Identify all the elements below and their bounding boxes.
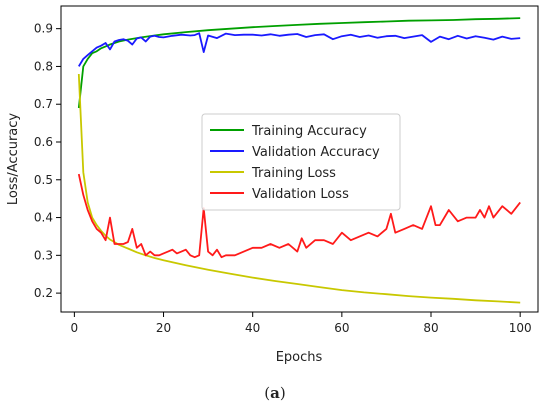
y-tick-label: 0.3: [34, 248, 53, 262]
x-axis-label: Epochs: [276, 350, 323, 365]
plot-frame: [60, 5, 539, 313]
caption-close: ): [279, 384, 286, 402]
x-tick-label: 20: [156, 321, 171, 335]
legend: Training Accuracy Validation Accuracy Trai…: [201, 113, 401, 211]
x-tick-label: 100: [509, 321, 532, 335]
legend-box: [201, 113, 401, 211]
series-line-training-loss: [77, 73, 521, 304]
y-axis-label: Loss/Accuracy: [6, 113, 21, 206]
y-tick-label: 0.4: [34, 211, 53, 225]
x-axis: 0 20 40 60 80 100: [71, 312, 532, 335]
y-axis: 0.2 0.3 0.4 0.5 0.6 0.7 0.8 0.9: [34, 22, 61, 300]
line-chart: 0.2 0.3 0.4 0.5 0.6 0.7 0.8 0.9 0 20 40 60 80 100 Ep…: [6, 5, 539, 365]
figure-caption: (a): [0, 384, 550, 402]
x-tick-label: 40: [245, 321, 260, 335]
caption-letter: a: [270, 384, 280, 402]
y-tick-label: 0.9: [34, 22, 53, 36]
legend-label: Validation Accuracy: [252, 145, 380, 160]
legend-label: Training Accuracy: [251, 124, 367, 139]
y-tick-label: 0.8: [34, 59, 53, 73]
legend-label: Training Loss: [251, 166, 336, 181]
x-tick-label: 80: [423, 321, 438, 335]
y-tick-label: 0.2: [34, 286, 53, 300]
series-line-validation-accuracy: [78, 32, 521, 67]
caption-open: (: [264, 384, 271, 402]
x-tick-label: 0: [71, 321, 79, 335]
y-tick-label: 0.5: [34, 173, 53, 187]
y-tick-label: 0.7: [34, 97, 53, 111]
x-tick-label: 60: [334, 321, 349, 335]
y-tick-label: 0.6: [34, 135, 53, 149]
legend-label: Validation Loss: [252, 187, 349, 202]
series-lines: [77, 17, 521, 304]
series-line-validation-loss: [77, 173, 521, 259]
series-line-training-accuracy: [77, 17, 521, 109]
